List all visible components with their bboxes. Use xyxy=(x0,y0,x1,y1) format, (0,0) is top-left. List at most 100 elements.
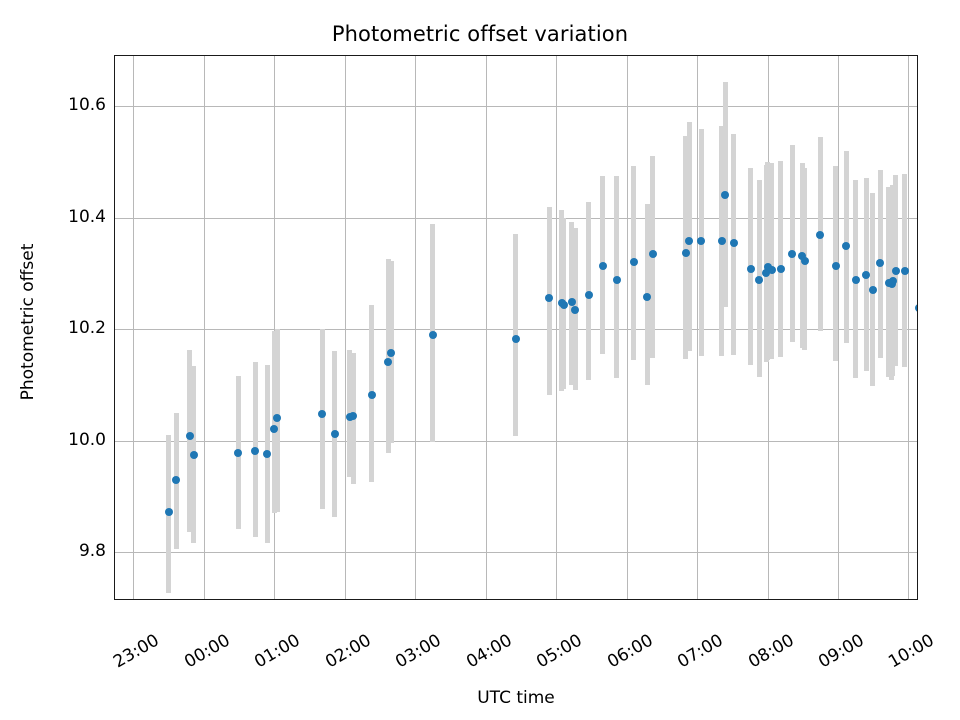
data-point xyxy=(263,450,272,459)
data-point xyxy=(800,256,809,265)
y-axis-tick-labels: 9.8 10.0 10.2 10.4 10.6 xyxy=(20,55,106,600)
y-gridline xyxy=(115,440,917,442)
y-tick xyxy=(114,329,115,331)
x-tick-label: 08:00 xyxy=(744,630,798,673)
data-point xyxy=(876,259,885,268)
x-axis-tick-labels: 23:00 00:00 01:00 02:00 03:00 04:00 05:00 06:00… xyxy=(110,600,938,690)
data-point xyxy=(891,266,900,275)
data-point xyxy=(189,451,198,459)
data-point xyxy=(612,275,621,284)
x-tick-label: 10:00 xyxy=(885,630,938,673)
x-tick-label: 07:00 xyxy=(674,630,727,673)
data-point xyxy=(172,476,181,485)
data-point xyxy=(746,264,755,273)
data-point xyxy=(571,306,580,315)
error-bar xyxy=(789,145,795,343)
x-gridline xyxy=(344,56,346,599)
y-tick xyxy=(114,218,115,220)
y-tick xyxy=(114,106,115,108)
data-point xyxy=(270,424,279,433)
data-point xyxy=(185,431,194,440)
data-point xyxy=(318,409,327,418)
y-tick xyxy=(114,552,115,554)
x-tick-label: 02:00 xyxy=(321,630,375,673)
data-point xyxy=(598,261,607,270)
x-gridline xyxy=(133,56,135,599)
data-point xyxy=(584,290,593,299)
error-bar xyxy=(916,212,917,393)
x-gridline xyxy=(485,56,487,599)
data-point xyxy=(349,412,358,420)
data-point xyxy=(681,248,690,257)
data-point xyxy=(868,286,877,294)
data-point xyxy=(862,271,871,279)
data-point xyxy=(685,237,694,245)
data-point xyxy=(629,258,638,267)
data-point xyxy=(888,276,897,285)
data-point xyxy=(729,239,738,248)
x-gridline xyxy=(626,56,628,599)
data-point xyxy=(387,349,396,357)
data-point xyxy=(831,262,840,271)
data-point xyxy=(164,508,173,517)
data-point xyxy=(767,266,776,274)
x-axis-label: UTC time xyxy=(477,688,555,708)
data-point xyxy=(762,269,771,278)
data-point xyxy=(251,447,260,456)
error-bar xyxy=(769,163,775,360)
data-point xyxy=(755,276,763,284)
data-point xyxy=(511,335,520,344)
y-tick xyxy=(114,441,115,443)
y-tick-label: 10.0 xyxy=(68,429,106,450)
data-point xyxy=(721,191,730,200)
data-point xyxy=(559,301,568,310)
data-point xyxy=(798,252,806,261)
x-gridline xyxy=(908,56,910,599)
x-tick-label: 04:00 xyxy=(462,630,516,673)
x-gridline xyxy=(556,56,558,599)
error-bar xyxy=(187,349,193,532)
x-gridline xyxy=(838,56,839,599)
y-gridline xyxy=(115,552,917,553)
data-point xyxy=(384,357,393,366)
error-bar xyxy=(683,136,689,360)
data-point xyxy=(367,391,376,400)
data-point xyxy=(816,230,825,239)
y-tick-label: 10.2 xyxy=(68,318,106,339)
error-bar xyxy=(271,330,277,514)
chart-title: Photometric offset variation xyxy=(331,22,629,46)
y-tick-label: 10.6 xyxy=(68,95,106,116)
data-point xyxy=(428,330,437,339)
data-point xyxy=(648,249,657,258)
y-gridline xyxy=(115,106,917,108)
data-point xyxy=(643,292,651,301)
x-gridline xyxy=(415,56,417,599)
x-gridline xyxy=(274,56,276,599)
data-point xyxy=(776,264,785,273)
plot-area xyxy=(114,55,918,600)
x-tick-label: 00:00 xyxy=(180,630,234,673)
x-tick-label: 09:00 xyxy=(815,630,868,673)
error-bar xyxy=(319,328,325,510)
data-point xyxy=(900,267,909,276)
data-point xyxy=(697,236,706,245)
data-point xyxy=(717,237,726,245)
x-tick-label: 23:00 xyxy=(110,630,163,673)
error-bar xyxy=(778,161,784,357)
data-point xyxy=(842,241,851,250)
data-point xyxy=(330,429,339,438)
y-axis-label: Photometric offset xyxy=(18,243,38,401)
data-point xyxy=(915,304,917,313)
y-tick-label: 9.8 xyxy=(78,541,106,561)
data-point xyxy=(567,298,576,307)
x-gridline xyxy=(203,56,205,599)
data-point xyxy=(851,276,860,284)
data-point xyxy=(788,249,797,258)
x-tick-label: 01:00 xyxy=(251,630,304,673)
x-tick-label: 05:00 xyxy=(533,630,586,673)
y-tick-label: 10.4 xyxy=(68,206,106,227)
data-point xyxy=(234,448,243,457)
error-bar xyxy=(686,122,692,352)
data-point xyxy=(763,262,772,271)
